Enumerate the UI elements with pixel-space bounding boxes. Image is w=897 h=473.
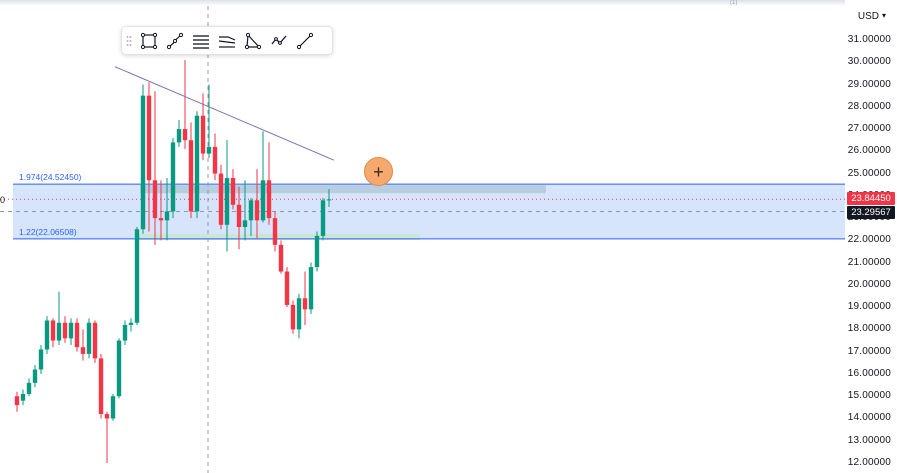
candle-body <box>14 396 20 406</box>
price-axis-label: 25.00000 <box>847 167 891 179</box>
crosshair-price-tag: 23.29567 <box>847 205 895 219</box>
candle-body <box>164 211 170 221</box>
fib-upper-label: 1.974(24.52450) <box>19 172 82 182</box>
candle-body <box>86 322 92 354</box>
price-axis-label: 18.00000 <box>847 323 891 335</box>
candle-body <box>20 393 26 401</box>
candle-body <box>32 369 38 383</box>
candle-body <box>212 146 218 174</box>
candle-body <box>260 180 266 221</box>
candle-body <box>140 95 146 230</box>
candle-body <box>230 178 236 205</box>
candle-body <box>116 340 122 397</box>
trend-line <box>114 66 335 161</box>
currency-selector[interactable]: USD <box>857 11 879 22</box>
candle-body <box>176 129 182 143</box>
current-price-tag: 23.84450 <box>847 192 895 206</box>
ray-icon[interactable] <box>292 27 318 54</box>
price-axis-label: 12.00000 <box>847 457 891 468</box>
price-axis-label: 19.00000 <box>847 301 891 313</box>
candle-body <box>296 298 302 330</box>
fib-lower-label: 1.22(22.06508) <box>19 227 77 237</box>
triangle-pattern-icon[interactable] <box>240 27 266 54</box>
price-axis-label: 22.00000 <box>847 234 891 246</box>
add-plus-button[interactable]: + <box>364 157 393 186</box>
candle-body <box>278 244 284 272</box>
candle-body <box>38 349 44 370</box>
zigzag-icon[interactable] <box>266 27 292 54</box>
price-axis-label: 27.00000 <box>847 123 891 135</box>
candle-body <box>266 180 272 219</box>
price-axis-label: 30.00000 <box>847 56 891 68</box>
candle-body <box>152 180 158 219</box>
parallel-channel-icon[interactable] <box>188 27 214 54</box>
candle-body <box>74 322 80 348</box>
candle-body <box>272 218 278 245</box>
candle-body <box>182 129 188 141</box>
price-axis-label: 15.00000 <box>847 390 891 402</box>
candle-body <box>98 358 104 415</box>
candle-body <box>158 218 164 221</box>
chart-canvas[interactable] <box>0 6 845 473</box>
candle-body <box>290 304 296 330</box>
candle-body <box>146 95 152 181</box>
price-axis-label: 26.00000 <box>847 145 891 157</box>
candle-body <box>254 200 260 221</box>
candle-body <box>56 322 62 341</box>
candle-body <box>80 347 86 354</box>
candle-body <box>308 267 314 310</box>
price-axis-label: 28.00000 <box>847 100 891 112</box>
price-axis-label: 17.00000 <box>847 345 891 357</box>
trend-line-icon[interactable] <box>162 27 188 54</box>
drawing-toolbar[interactable] <box>121 26 333 55</box>
candle-body <box>44 320 50 350</box>
candle-body <box>128 322 134 325</box>
fib-upper-zone <box>140 185 546 194</box>
candle-body <box>26 382 32 394</box>
price-axis-label: 31.00000 <box>847 34 891 45</box>
candle-body <box>302 298 308 310</box>
candle-body <box>248 200 254 221</box>
candle-body <box>320 200 326 236</box>
price-axis-label: 13.00000 <box>847 434 891 446</box>
price-axis-label: 29.00000 <box>847 78 891 90</box>
candle-body <box>188 140 194 212</box>
candle-body <box>236 204 242 228</box>
candle-body <box>206 146 212 154</box>
candle-body <box>68 322 74 339</box>
price-axis-label: 20.00000 <box>847 278 891 290</box>
candle-body <box>62 322 68 339</box>
candle-body <box>104 414 110 419</box>
candle-body <box>122 324 128 341</box>
candle-body <box>170 142 176 212</box>
chevron-down-icon[interactable]: ▾ <box>881 11 886 20</box>
chart-pane[interactable]: 1.974(24.52450) 1.22(22.06508) <box>0 6 845 473</box>
candle-body <box>92 322 98 359</box>
top-window-strip <box>0 0 897 6</box>
candle-body <box>50 320 56 341</box>
left-axis-tick: 0 <box>0 195 6 205</box>
top-mark: (1) <box>730 0 738 6</box>
candle-body <box>224 178 230 225</box>
candle-body <box>200 115 206 154</box>
candle-body <box>242 220 248 228</box>
candle-body <box>134 229 140 323</box>
price-axis[interactable]: USD ▾ 31.00000 30.00000 29.00000 28.00000 27… <box>845 0 897 473</box>
price-axis-label: 14.00000 <box>847 412 891 424</box>
fib-lower-zone <box>135 233 420 240</box>
drag-handle-icon[interactable] <box>122 27 136 54</box>
price-axis-label: 16.00000 <box>847 367 891 379</box>
candle-body <box>110 396 116 419</box>
candle-body <box>194 115 200 212</box>
candle-body <box>314 235 320 268</box>
price-axis-label: 21.00000 <box>847 256 891 268</box>
candle-body <box>218 173 224 225</box>
flat-top-bottom-icon[interactable] <box>214 27 240 54</box>
candle-body <box>284 271 290 305</box>
candle-body <box>326 199 332 201</box>
rectangle-icon[interactable] <box>136 27 162 54</box>
